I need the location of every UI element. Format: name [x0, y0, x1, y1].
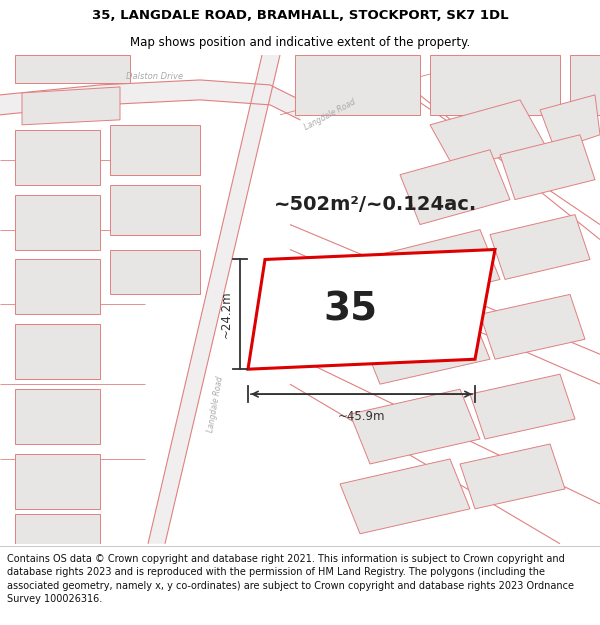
Polygon shape: [15, 259, 100, 314]
Polygon shape: [480, 294, 585, 359]
Polygon shape: [360, 309, 490, 384]
Polygon shape: [0, 80, 300, 120]
Polygon shape: [110, 184, 200, 234]
Polygon shape: [540, 95, 600, 150]
Polygon shape: [350, 389, 480, 464]
Polygon shape: [490, 214, 590, 279]
Polygon shape: [15, 514, 100, 544]
Polygon shape: [15, 324, 100, 379]
Polygon shape: [148, 55, 280, 544]
Polygon shape: [430, 55, 560, 115]
Polygon shape: [110, 249, 200, 294]
Polygon shape: [470, 374, 575, 439]
Text: ~24.2m: ~24.2m: [220, 291, 233, 338]
Polygon shape: [380, 229, 500, 304]
Polygon shape: [15, 389, 100, 444]
Polygon shape: [15, 454, 100, 509]
Polygon shape: [340, 459, 470, 534]
Text: ~502m²/~0.124ac.: ~502m²/~0.124ac.: [274, 195, 478, 214]
Polygon shape: [570, 55, 600, 115]
Text: 35: 35: [323, 291, 378, 328]
Text: Map shows position and indicative extent of the property.: Map shows position and indicative extent…: [130, 36, 470, 49]
Polygon shape: [460, 444, 565, 509]
Polygon shape: [430, 100, 545, 170]
Polygon shape: [22, 87, 120, 125]
Text: Contains OS data © Crown copyright and database right 2021. This information is : Contains OS data © Crown copyright and d…: [7, 554, 574, 604]
Polygon shape: [15, 130, 100, 184]
Text: Langdale Road: Langdale Road: [206, 376, 224, 433]
Polygon shape: [15, 194, 100, 249]
Polygon shape: [400, 150, 510, 224]
Polygon shape: [15, 55, 130, 83]
Text: ~45.9m: ~45.9m: [338, 409, 385, 422]
Polygon shape: [110, 125, 200, 175]
Text: Dalston Drive: Dalston Drive: [127, 72, 184, 81]
Text: 35, LANGDALE ROAD, BRAMHALL, STOCKPORT, SK7 1DL: 35, LANGDALE ROAD, BRAMHALL, STOCKPORT, …: [92, 9, 508, 22]
Polygon shape: [248, 249, 495, 369]
Text: Langdale Road: Langdale Road: [303, 98, 357, 132]
Polygon shape: [295, 55, 420, 115]
Polygon shape: [500, 135, 595, 199]
